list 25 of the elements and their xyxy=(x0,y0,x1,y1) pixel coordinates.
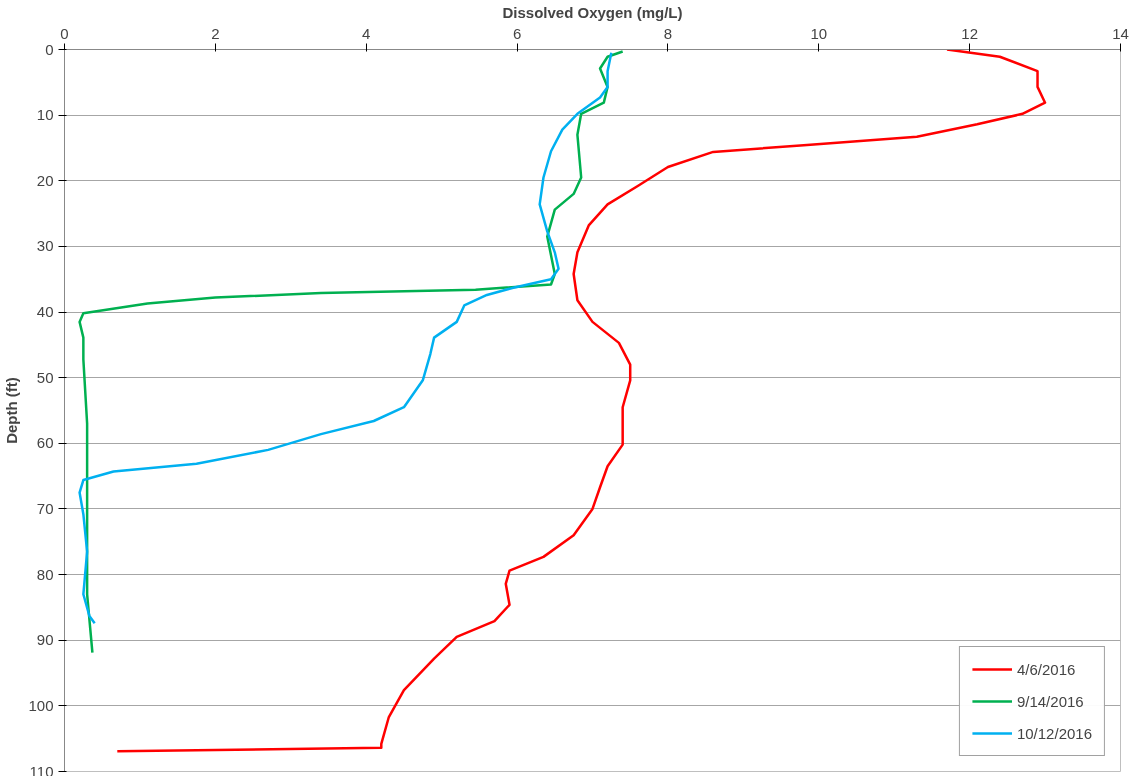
y-tick-label: 70 xyxy=(36,499,54,517)
x-tick-label: 0 xyxy=(60,24,69,42)
y-tick-label: 30 xyxy=(36,237,54,255)
x-tick-label: 8 xyxy=(663,24,673,42)
y-axis-title: Depth (ft) xyxy=(3,377,21,444)
x-tick-label: 14 xyxy=(1112,24,1129,42)
y-tick-label: 80 xyxy=(36,565,54,583)
x-tick-label: 4 xyxy=(362,24,371,42)
legend-label: 4/6/2016 xyxy=(1016,660,1076,678)
x-tick-label: 6 xyxy=(512,24,522,42)
y-tick-label: 100 xyxy=(28,696,54,714)
x-tick-label: 10 xyxy=(810,24,828,42)
y-tick-label: 90 xyxy=(36,631,54,649)
y-tick-label: 110 xyxy=(29,762,54,780)
x-tick-label: 2 xyxy=(211,24,220,42)
x-tick-label: 12 xyxy=(961,24,978,42)
y-tick-label: 0 xyxy=(45,40,54,58)
x-axis-title: Dissolved Oxygen (mg/L) xyxy=(502,3,683,21)
y-tick-label: 20 xyxy=(36,171,54,189)
y-tick-label: 40 xyxy=(36,303,54,321)
y-tick-label: 50 xyxy=(36,368,54,386)
y-tick-label: 60 xyxy=(36,434,54,452)
legend-label: 9/14/2016 xyxy=(1016,692,1084,710)
legend-label: 10/12/2016 xyxy=(1016,724,1092,742)
y-tick-label: 10 xyxy=(36,106,54,124)
